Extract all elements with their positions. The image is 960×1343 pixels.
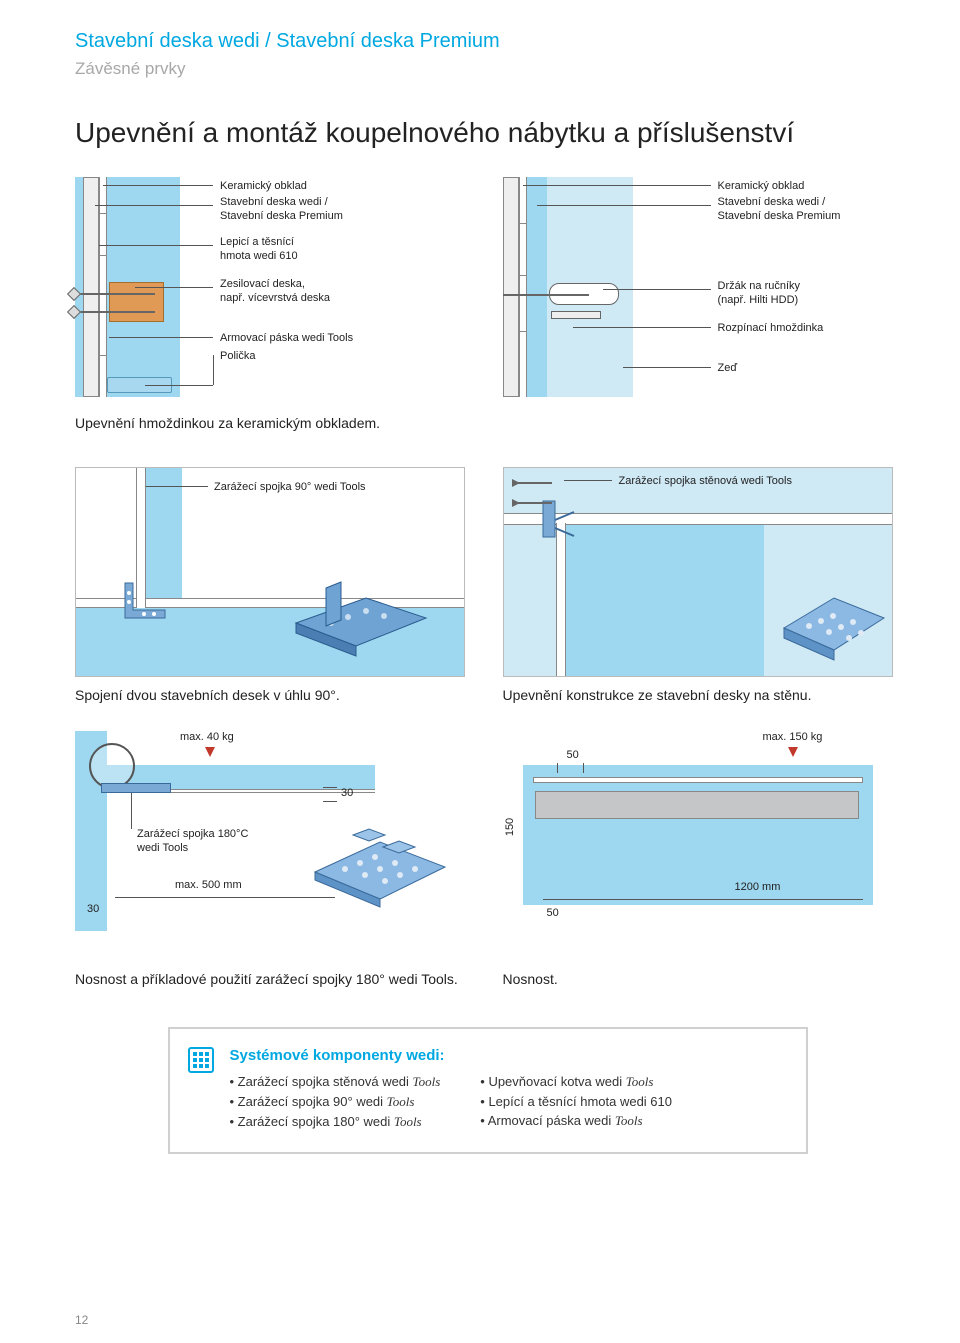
header-title: Stavební deska wedi / Stavební deska Pre… [75,30,900,53]
lbl-deska: Stavební deska wedi /Stavební deska Prem… [220,195,343,224]
diagram-3-left: max. 40 kg 30 Zarážecí spojka 180°Cwedi … [75,731,473,987]
section-3: max. 40 kg 30 Zarážecí spojka 180°Cwedi … [75,731,900,987]
caption-1: Upevnění hmoždinkou za keramickým obklad… [75,415,900,431]
caption-2l: Spojení dvou stavebních desek v úhlu 90°… [75,687,473,703]
lbl-180: Zarážecí spojka 180°Cwedi Tools [137,827,248,856]
lbl-stenova: Zarážecí spojka stěnová wedi Tools [619,474,792,488]
section-2: Zarážecí spojka 90° wedi Tools Spojení d… [75,467,900,703]
sys-item: Zarážecí spojka stěnová wedi Tools [230,1074,441,1090]
diagram-1-right: Keramický obklad Stavební deska wedi /St… [503,177,901,397]
diagram-2-right: Zarážecí spojka stěnová wedi Tools Upevn… [503,467,901,703]
lbl-r2: Stavební deska wedi /Stavební deska Prem… [718,195,841,224]
diagram-2-left: Zarážecí spojka 90° wedi Tools Spojení d… [75,467,473,703]
max500: max. 500 mm [175,879,242,891]
lbl-policka: Polička [220,349,255,363]
sys-item: Zarážecí spojka 180° wedi Tools [230,1114,441,1130]
lbl-r5: Zeď [718,361,738,375]
lbl-lepici: Lepicí a těsnícíhmota wedi 610 [220,235,298,264]
caption-3r: Nosnost. [503,971,901,987]
caption-3l: Nosnost a příkladové použití zarážecí sp… [75,971,473,987]
lbl-zesilovaci: Zesilovací deska,např. vícevrstvá deska [220,277,330,306]
system-components-box: Systémové komponenty wedi: Zarážecí spoj… [168,1027,808,1154]
span1200: 1200 mm [735,881,781,893]
lbl-r1: Keramický obklad [718,179,805,193]
lbl-armovaci: Armovací páska wedi Tools [220,331,353,345]
max150: max. 150 kg [763,731,823,743]
dim50: 50 [567,749,579,761]
sysbox-title: Systémové komponenty wedi: [230,1047,784,1064]
grid-icon [188,1047,214,1073]
dim30b: 30 [87,903,99,915]
section-1: Keramický obklad Stavební deska wedi /St… [75,177,900,397]
lbl-keramicky: Keramický obklad [220,179,307,193]
sysbox-col1: Zarážecí spojka stěnová wedi Tools Zaráž… [230,1074,441,1134]
sys-item: Lepící a těsnící hmota wedi 610 [480,1094,672,1109]
main-title: Upevnění a montáž koupelnového nábytku a… [75,117,900,149]
dim50b: 50 [547,907,559,919]
lbl-r4: Rozpínací hmoždinka [718,321,824,335]
max40: max. 40 kg [180,731,234,743]
sys-item: Zarážecí spojka 90° wedi Tools [230,1094,441,1110]
diagram-1-left: Keramický obklad Stavební deska wedi /St… [75,177,473,397]
lbl-90: Zarážecí spojka 90° wedi Tools [214,480,366,494]
diagram-3-right: max. 150 kg 50 150 1200 mm 50 Nosnost. [503,731,901,987]
dim30a: 30 [341,787,353,799]
dim150: 150 [504,818,516,836]
sys-item: Armovací páska wedi Tools [480,1113,672,1129]
page-number: 12 [75,1313,88,1327]
sys-item: Upevňovací kotva wedi Tools [480,1074,672,1090]
sysbox-col2: Upevňovací kotva wedi Tools Lepící a těs… [480,1074,672,1134]
header-subtitle: Závěsné prvky [75,59,900,79]
caption-2r: Upevnění konstrukce ze stavební desky na… [503,687,901,703]
lbl-r3: Držák na ručníky(např. Hilti HDD) [718,279,801,308]
